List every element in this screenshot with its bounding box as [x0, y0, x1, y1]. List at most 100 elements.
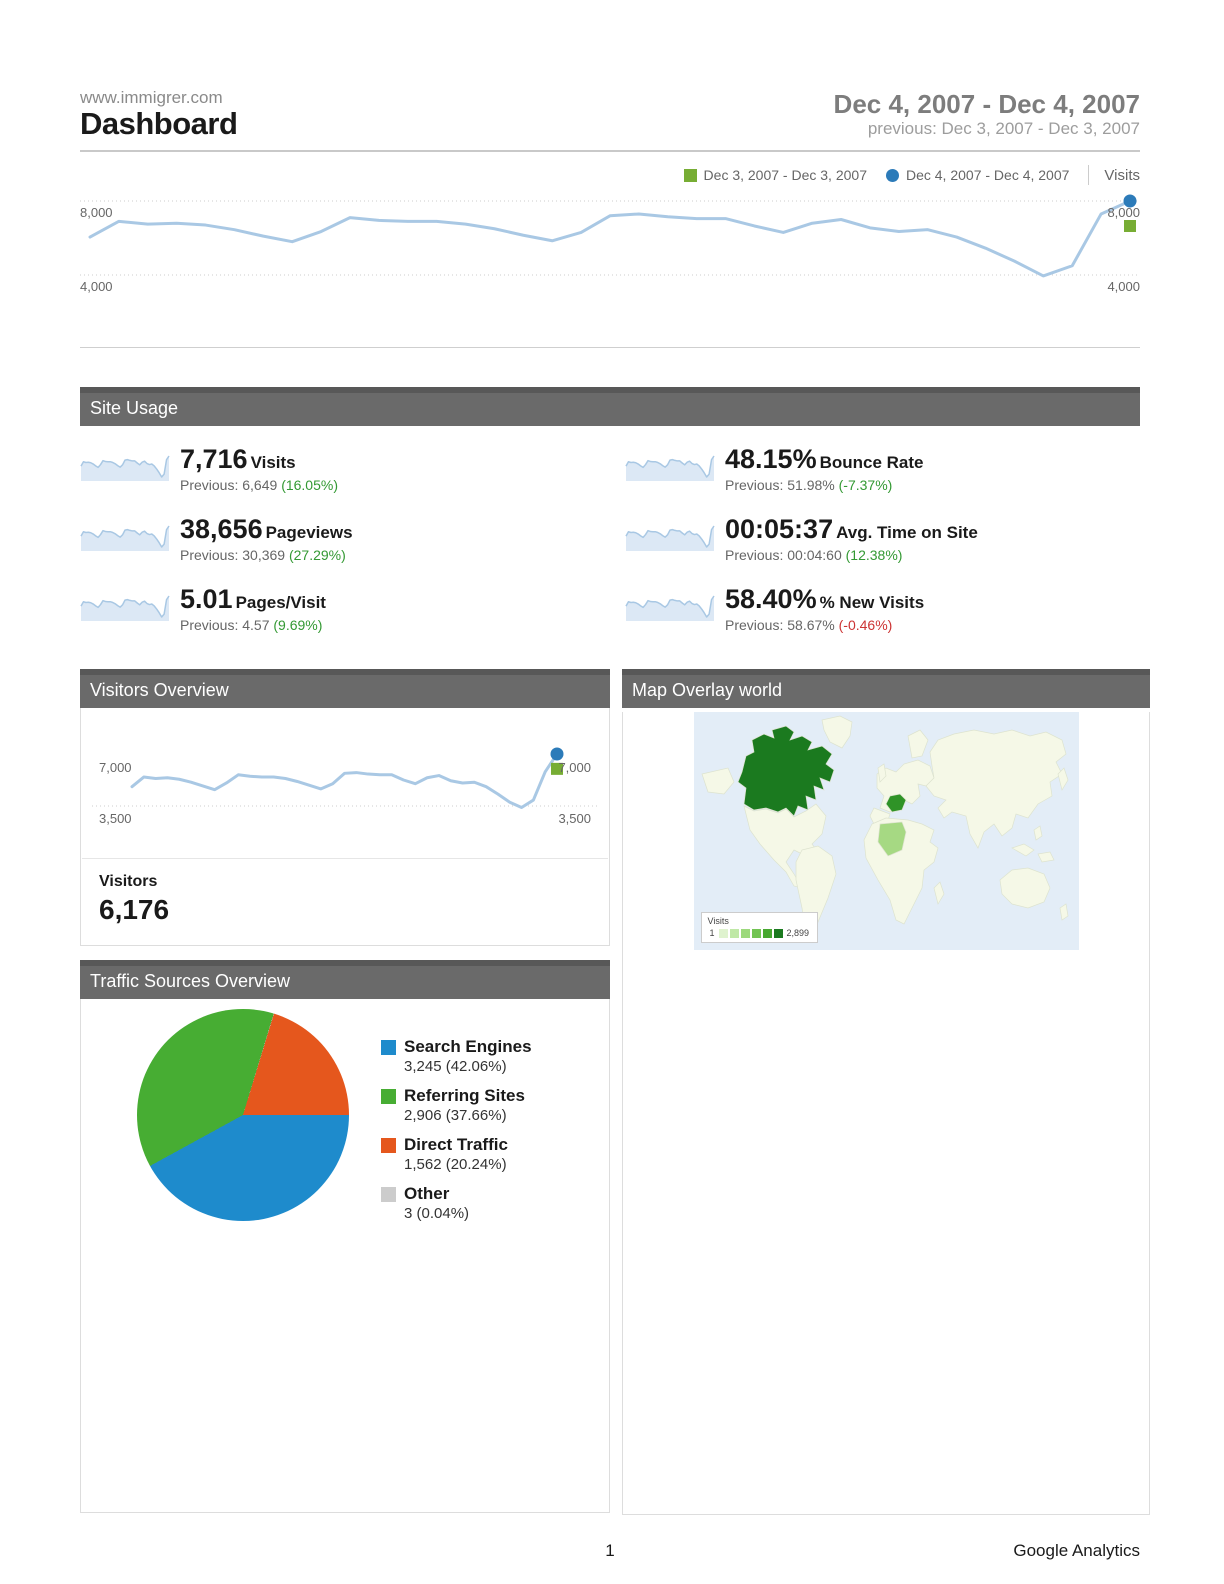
y-axis-bottom-left-label: 3,500 — [99, 811, 132, 826]
current-period-dot-icon — [885, 168, 899, 182]
visitors-value: 6,176 — [99, 894, 170, 925]
country-canada — [737, 725, 834, 817]
country-algeria — [877, 821, 906, 857]
metric-pages-per-visit: 5.01 Pages/Visit Previous: 4.57 (9.69%) — [80, 584, 625, 646]
scale-swatch-icon — [762, 928, 772, 938]
world-map-svg — [693, 712, 1079, 950]
pageviews-sparkline — [80, 525, 170, 551]
legend-divider — [1088, 165, 1090, 185]
metric-previous: Previous: 6,649 — [180, 477, 278, 493]
pie-legend-direct-traffic: Direct Traffic 1,562 (20.24%) — [381, 1135, 532, 1173]
other-swatch-icon — [381, 1186, 396, 1202]
metric-delta: (27.29%) — [288, 547, 346, 563]
australia — [999, 867, 1050, 909]
avg-time-sparkline — [625, 525, 715, 551]
direct-traffic-swatch-icon — [381, 1137, 396, 1153]
chart-metric-label: Visits — [1104, 166, 1140, 184]
map-overlay-panel: Map Overlay world — [622, 669, 1150, 1515]
traffic-sources-panel: Traffic Sources Overview Search Engines … — [80, 960, 610, 1513]
panel-divider — [82, 858, 608, 859]
y-axis-top-left-label: 7,000 — [99, 760, 132, 775]
metric-avg-time-on-site: 00:05:37 Avg. Time on Site Previous: 00:0… — [625, 514, 1140, 576]
united-kingdom — [877, 763, 886, 783]
metric-label: Bounce Rate — [819, 453, 924, 472]
greenland — [821, 715, 852, 749]
metric-value: 00:05:37 — [725, 514, 834, 544]
country-france — [885, 793, 906, 813]
referring-sites-swatch-icon — [381, 1088, 396, 1104]
scale-swatch-icon — [718, 928, 728, 938]
new-visits-sparkline — [625, 595, 715, 621]
visits-sparkline — [80, 455, 170, 481]
visitors-trend-chart: 7,000 7,000 3,500 3,500 — [81, 708, 609, 858]
y-axis-bottom-right-label: 3,500 — [558, 811, 591, 826]
previous-period-label: Dec 3, 2007 - Dec 3, 2007 — [703, 167, 867, 183]
new-zealand — [1059, 903, 1068, 921]
indonesia — [1010, 843, 1035, 857]
site-usage-header: Site Usage — [80, 387, 1140, 426]
traffic-pie-legend: Search Engines 3,245 (42.06%) Referring … — [381, 1037, 532, 1233]
report-header: www.immigrer.com Dashboard Dec 4, 2007 -… — [80, 88, 1140, 152]
asia — [925, 729, 1066, 849]
y-axis-top-right-label: 7,000 — [558, 760, 591, 775]
date-range: Dec 4, 2007 - Dec 4, 2007 — [833, 89, 1140, 119]
visits-trend-chart: 8,000 8,000 4,000 4,000 — [80, 187, 1140, 315]
scale-swatch-icon — [773, 928, 783, 938]
metric-delta: (-7.37%) — [838, 477, 893, 493]
metric-value: 7,716 — [180, 444, 248, 474]
scale-swatch-icon — [751, 928, 761, 938]
metric-value: 5.01 — [180, 584, 233, 614]
previous-date-range: previous: Dec 3, 2007 - Dec 3, 2007 — [867, 119, 1140, 138]
pie-legend-other: Other 3 (0.04%) — [381, 1184, 532, 1222]
previous-period-square-icon — [683, 168, 697, 182]
y-axis-top-left-label: 8,000 — [80, 205, 113, 220]
report-header-left: www.immigrer.com Dashboard — [80, 88, 238, 140]
scandinavia — [907, 729, 928, 759]
metric-visits: 7,716 Visits Previous: 6,649 (16.05%) — [80, 444, 625, 506]
metric-percent-new-visits: 58.40%% New Visits Previous: 58.67% (-0.… — [625, 584, 1140, 646]
japan — [1057, 767, 1068, 791]
legend-current-period: Dec 4, 2007 - Dec 4, 2007 — [885, 167, 1069, 183]
visitors-overview-header: Visitors Overview — [80, 669, 610, 708]
visitors-trend-line — [92, 747, 597, 809]
map-legend: Visits 1 2,899 — [700, 912, 819, 943]
world-map: Visits 1 2,899 — [693, 712, 1079, 950]
visitors-label: Visitors — [99, 873, 158, 890]
pie-legend-referring-sites: Referring Sites 2,906 (37.66%) — [381, 1086, 532, 1124]
metric-pageviews: 38,656 Pageviews Previous: 30,369 (27.29%… — [80, 514, 625, 576]
legend-previous-period: Dec 3, 2007 - Dec 3, 2007 — [683, 167, 867, 183]
metric-previous: Previous: 51.98% — [725, 477, 835, 493]
site-usage-metrics: 7,716 Visits Previous: 6,649 (16.05%) 48.… — [80, 444, 1140, 646]
metric-bounce-rate: 48.15% Bounce Rate Previous: 51.98% (-7.3… — [625, 444, 1140, 506]
metric-label: Avg. Time on Site — [836, 523, 978, 542]
metric-delta: (9.69%) — [273, 617, 323, 633]
metric-value: 48.15% — [725, 444, 817, 474]
madagascar — [933, 881, 944, 905]
report-footer: 1 Google Analytics — [80, 1541, 1140, 1563]
metric-previous: Previous: 00:04:60 — [725, 547, 842, 563]
metric-label: Visits — [250, 453, 296, 472]
metric-delta: (12.38%) — [845, 547, 903, 563]
trend-chart-legend: Dec 3, 2007 - Dec 3, 2007 Dec 4, 2007 - … — [80, 165, 1140, 185]
visitors-overview-panel: Visitors Overview 7,000 7,000 3,500 3,50… — [80, 669, 610, 946]
page-number: 1 — [605, 1541, 615, 1560]
y-axis-bottom-left-label: 4,000 — [80, 279, 113, 294]
metric-value: 58.40% — [725, 584, 817, 614]
traffic-sources-header: Traffic Sources Overview — [80, 960, 610, 999]
y-axis-top-right-label: 8,000 — [1107, 205, 1140, 220]
report-header-right: Dec 4, 2007 - Dec 4, 2007 previous: Dec … — [834, 90, 1140, 140]
philippines — [1033, 825, 1042, 841]
traffic-pie — [137, 1009, 349, 1221]
y-axis-bottom-right-label: 4,000 — [1107, 279, 1140, 294]
alaska — [701, 767, 734, 795]
google-analytics-brand: Google Analytics — [1013, 1541, 1140, 1560]
scale-swatch-icon — [729, 928, 739, 938]
bounce-rate-sparkline — [625, 455, 715, 481]
pages-per-visit-sparkline — [80, 595, 170, 621]
map-legend-title: Visits — [707, 916, 729, 926]
map-legend-min: 1 — [709, 928, 715, 938]
metric-label: Pages/Visit — [235, 593, 326, 612]
metric-label: Pageviews — [265, 523, 353, 542]
metric-value: 38,656 — [180, 514, 263, 544]
